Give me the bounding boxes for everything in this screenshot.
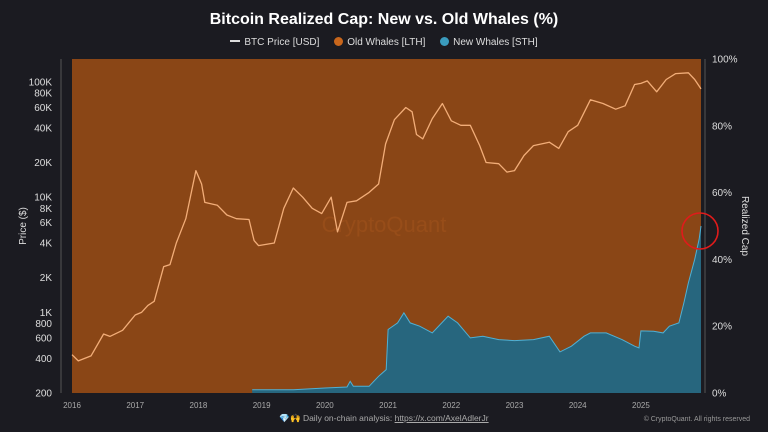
y-left-tick-label: 1K xyxy=(40,308,53,319)
x-tick-label: 2016 xyxy=(63,401,81,410)
footer-link[interactable]: https://x.com/AxelAdlerJr xyxy=(394,413,489,423)
y-left-tick-label: 6K xyxy=(40,218,53,229)
y-right-axis-label: Realized Cap xyxy=(739,196,750,256)
legend-item-new-whales[interactable]: New Whales [STH] xyxy=(440,37,538,48)
line-marker-icon xyxy=(230,40,241,42)
y-right-tick-label: 20% xyxy=(712,322,732,333)
new-whales-area xyxy=(252,226,701,393)
diamond-hands-icon: 💎🙌 xyxy=(279,413,301,423)
dot-marker-icon xyxy=(440,37,450,46)
y-left-axis-label: Price ($) xyxy=(18,207,29,245)
y-left-tick-label: 4K xyxy=(40,239,53,250)
y-left-tick-label: 100K xyxy=(29,77,53,88)
x-tick-label: 2021 xyxy=(379,401,397,410)
y-left-tick-label: 400 xyxy=(35,354,52,365)
x-tick-label: 2022 xyxy=(442,401,460,410)
y-left-tick-label: 600 xyxy=(35,334,52,345)
x-tick-label: 2018 xyxy=(190,401,208,410)
copyright: © CryptoQuant. All rights reserved xyxy=(643,416,750,423)
x-tick-label: 2023 xyxy=(506,401,524,410)
y-left-tick-label: 10K xyxy=(34,193,52,204)
x-tick-label: 2024 xyxy=(569,401,587,410)
y-left-tick-label: 60K xyxy=(34,103,52,114)
legend-item-price[interactable]: BTC Price [USD] xyxy=(230,37,319,48)
y-left-tick-label: 80K xyxy=(34,89,52,100)
y-left-tick-label: 200 xyxy=(35,389,52,400)
y-right-tick-label: 80% xyxy=(712,121,732,132)
y-left-tick-label: 8K xyxy=(40,204,53,215)
new-whales-edge xyxy=(252,225,702,391)
x-tick-label: 2025 xyxy=(632,401,650,410)
x-tick-label: 2017 xyxy=(126,401,144,410)
legend-item-old-whales[interactable]: Old Whales [LTH] xyxy=(334,37,425,48)
y-left-tick-label: 800 xyxy=(35,319,52,330)
legend: BTC Price [USD] Old Whales [LTH] New Wha… xyxy=(0,37,768,48)
footer: 💎🙌 Daily on-chain analysis: https://x.co… xyxy=(0,413,768,424)
y-left-tick-label: 20K xyxy=(34,158,52,169)
highlight-circle xyxy=(681,212,719,250)
y-right-tick-label: 0% xyxy=(712,389,727,400)
dot-marker-icon xyxy=(334,37,344,46)
x-tick-label: 2020 xyxy=(316,401,334,410)
btc-price-line xyxy=(71,72,702,362)
y-left-tick-label: 40K xyxy=(34,123,52,134)
y-right-tick-label: 60% xyxy=(712,188,732,199)
chart-title: Bitcoin Realized Cap: New vs. Old Whales… xyxy=(209,11,559,28)
x-tick-label: 2019 xyxy=(253,401,271,410)
y-right-tick-label: 100% xyxy=(712,55,738,66)
y-left-tick-label: 2K xyxy=(40,273,53,284)
footer-text: Daily on-chain analysis: xyxy=(302,413,395,423)
y-right-tick-label: 40% xyxy=(712,255,732,266)
